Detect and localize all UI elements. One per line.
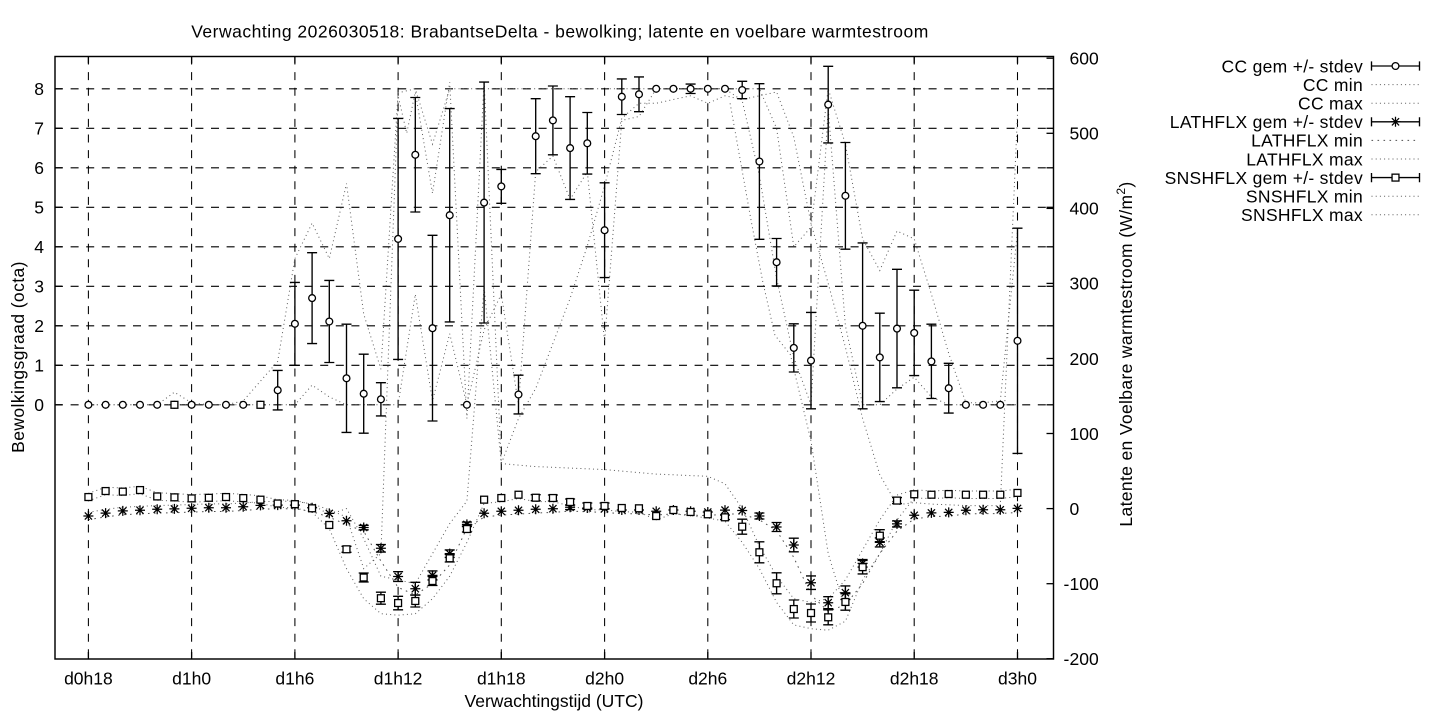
svg-text:Verwachtingstijd (UTC): Verwachtingstijd (UTC) (465, 691, 644, 711)
svg-text:d2h18: d2h18 (890, 669, 939, 689)
svg-text:CC max: CC max (1298, 94, 1363, 114)
svg-text:d2h0: d2h0 (585, 669, 624, 689)
svg-text:300: 300 (1070, 274, 1099, 294)
svg-text:3: 3 (34, 277, 44, 297)
svg-text:LATHFLX min: LATHFLX min (1251, 131, 1363, 151)
svg-text:200: 200 (1070, 349, 1099, 369)
svg-text:-: - (1063, 574, 1069, 594)
svg-text:SNSHFLX max: SNSHFLX max (1241, 205, 1363, 225)
svg-text:6: 6 (34, 158, 44, 178)
svg-text:2: 2 (34, 316, 44, 336)
svg-text:200: 200 (1070, 649, 1099, 669)
svg-text:LATHFLX max: LATHFLX max (1246, 149, 1363, 169)
svg-text:7: 7 (34, 119, 44, 139)
svg-text:d1h12: d1h12 (374, 669, 423, 689)
svg-text:Bewolkingsgraad (octa): Bewolkingsgraad (octa) (8, 261, 28, 453)
svg-text:d2h12: d2h12 (787, 669, 836, 689)
svg-text:500: 500 (1070, 124, 1099, 144)
svg-text:CC gem +/- stdev: CC gem +/- stdev (1222, 56, 1363, 76)
svg-text:600: 600 (1070, 49, 1099, 69)
svg-text:100: 100 (1070, 574, 1099, 594)
svg-text:d2h6: d2h6 (688, 669, 727, 689)
svg-text:100: 100 (1070, 424, 1099, 444)
svg-text:5: 5 (34, 198, 44, 218)
svg-text:d1h0: d1h0 (172, 669, 211, 689)
svg-text:0: 0 (1070, 499, 1080, 519)
svg-text:-: - (1063, 649, 1069, 669)
svg-text:LATHFLX gem +/- stdev: LATHFLX gem +/- stdev (1170, 112, 1363, 132)
svg-text:1: 1 (34, 356, 44, 376)
svg-text:d1h18: d1h18 (477, 669, 526, 689)
svg-text:d0h18: d0h18 (64, 669, 113, 689)
svg-text:Verwachting 2026030518: Braban: Verwachting 2026030518: BrabantseDelta -… (191, 22, 929, 42)
svg-text:SNSHFLX min: SNSHFLX min (1246, 187, 1363, 207)
svg-text:SNSHFLX gem +/- stdev: SNSHFLX gem +/- stdev (1165, 168, 1363, 188)
svg-text:400: 400 (1070, 199, 1099, 219)
svg-text:0: 0 (34, 395, 44, 415)
svg-text:d1h6: d1h6 (275, 669, 314, 689)
svg-text:4: 4 (34, 237, 44, 257)
svg-text:d3h0: d3h0 (998, 669, 1037, 689)
svg-text:Latente en Voelbare warmtestro: Latente en Voelbare warmtestroom (W/m2) (1114, 181, 1136, 526)
svg-text:CC min: CC min (1303, 75, 1363, 95)
svg-text:8: 8 (34, 79, 44, 99)
